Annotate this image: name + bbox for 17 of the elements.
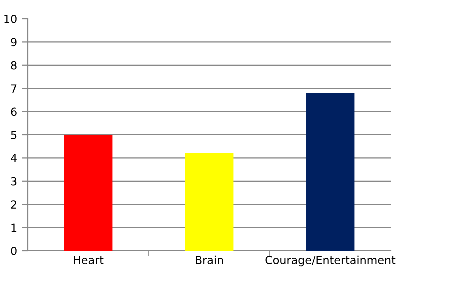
y-tick-label: 4 <box>11 154 17 162</box>
y-tick-label: 1 <box>12 224 17 232</box>
y-tick-label: 0 <box>11 246 17 256</box>
y-tick-label: 3 <box>11 177 17 186</box>
y-tick-label: 6 <box>11 108 17 116</box>
bar <box>64 135 113 251</box>
y-tick-label: 9 <box>11 38 17 47</box>
x-tick-label: Courage/Entertainment <box>266 256 396 267</box>
x-tick-label: Brain <box>196 256 224 264</box>
bar <box>185 154 234 251</box>
y-tick-label: 8 <box>11 61 17 70</box>
y-tick-label: 2 <box>11 200 16 209</box>
y-tick-label: 7 <box>11 84 17 93</box>
x-tick-label: Heart <box>74 256 104 264</box>
bar <box>306 93 355 251</box>
y-tick-label: 10 <box>4 14 17 24</box>
y-tick-label: 5 <box>11 131 17 140</box>
